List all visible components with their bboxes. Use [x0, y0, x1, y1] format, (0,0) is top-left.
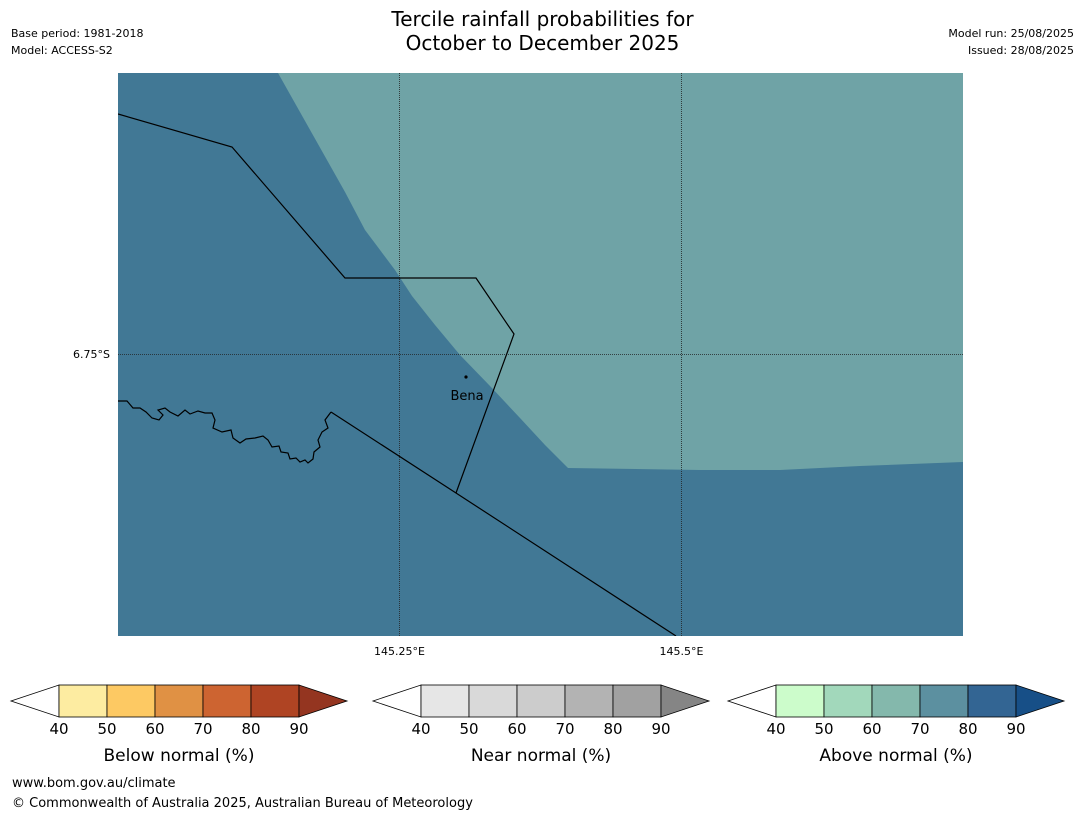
legend-tick-label: 70 — [193, 720, 212, 738]
legend-color-swatch — [106, 684, 156, 718]
model-text: Model: ACCESS-S2 — [11, 44, 113, 57]
legend-tick-label: 80 — [241, 720, 260, 738]
legend-tick-label: 40 — [411, 720, 430, 738]
legend-color-swatch — [202, 684, 252, 718]
model-run-text: Model run: 25/08/2025 — [948, 27, 1074, 40]
legend-color-swatch — [919, 684, 969, 718]
legend-tick-label: 70 — [555, 720, 574, 738]
legend-tick-label: 60 — [145, 720, 164, 738]
legend-right-arrow — [1015, 684, 1066, 718]
legend-color-swatch — [516, 684, 566, 718]
legend-right-arrow — [660, 684, 711, 718]
base-period-text: Base period: 1981-2018 — [11, 27, 144, 40]
legend-color-swatch — [871, 684, 921, 718]
legend-area: 40 50 60 70 80 90 Below normal (%) 40 50 60 70 80 9… — [9, 684, 1066, 766]
legend-color-swatch — [612, 684, 662, 718]
legend-color-swatch — [154, 684, 204, 718]
longitude-label-145-25: 145.25°E — [374, 645, 425, 658]
legend-color-swatch — [420, 684, 470, 718]
district-boundary — [118, 400, 332, 464]
place-label-bena: Bena — [450, 389, 483, 404]
footer-url[interactable]: www.bom.gov.au/climate — [12, 776, 176, 791]
probability-zone-low — [278, 73, 963, 470]
legend-tick-label: 40 — [49, 720, 68, 738]
legend-tick-label: 70 — [910, 720, 929, 738]
legend-left-arrow — [371, 684, 422, 718]
legend-tick-label: 80 — [958, 720, 977, 738]
header-left-meta: Base period: 1981-2018 Model: ACCESS-S2 — [11, 25, 143, 59]
latitude-label: 6.75°S — [73, 348, 110, 361]
legend-right-arrow — [298, 684, 349, 718]
near-normal-legend: 40 50 60 70 80 90 Near normal (%) — [371, 684, 711, 766]
header-right-meta: Model run: 25/08/2025 Issued: 28/08/2025 — [948, 25, 1074, 59]
legend-tick-label: 40 — [766, 720, 785, 738]
legend-color-swatch — [775, 684, 825, 718]
legend-color-swatch — [250, 684, 300, 718]
page-title: Tercile rainfall probabilities for Octob… — [0, 7, 1085, 55]
legend-title: Below normal (%) — [104, 746, 255, 766]
legend-color-swatch — [58, 684, 108, 718]
legend-tick-label: 50 — [814, 720, 833, 738]
legend-tick-label: 80 — [603, 720, 622, 738]
legend-left-arrow — [726, 684, 777, 718]
footer-copyright: © Commonwealth of Australia 2025, Austra… — [12, 796, 473, 811]
legend-tick-label: 60 — [862, 720, 881, 738]
above-normal-legend: 40 50 60 70 80 90 Above normal (%) — [726, 684, 1066, 766]
map-panel: Bena 6.75°S 145.25°E 145.5°E — [73, 73, 963, 658]
legend-color-swatch — [564, 684, 614, 718]
issued-text: Issued: 28/08/2025 — [967, 44, 1074, 57]
province-boundary — [118, 113, 515, 494]
legend-tick-label: 50 — [459, 720, 478, 738]
legend-color-swatch — [823, 684, 873, 718]
legend-color-swatch — [967, 684, 1017, 718]
legend-tick-label: 60 — [507, 720, 526, 738]
legend-tick-label: 90 — [289, 720, 308, 738]
legend-tick-label: 90 — [651, 720, 670, 738]
title-line-2: October to December 2025 — [405, 31, 680, 55]
legend-tick-label: 90 — [1006, 720, 1025, 738]
province-boundary-south — [330, 411, 677, 636]
legend-tick-label: 50 — [97, 720, 116, 738]
legend-title: Above normal (%) — [819, 746, 972, 766]
bena-town-marker — [464, 375, 468, 379]
legend-color-swatch — [468, 684, 518, 718]
below-normal-legend: 40 50 60 70 80 90 Below normal (%) — [9, 684, 349, 766]
longitude-label-145-5: 145.5°E — [660, 645, 704, 658]
title-line-1: Tercile rainfall probabilities for — [391, 7, 694, 31]
legend-title: Near normal (%) — [471, 746, 611, 766]
legend-left-arrow — [9, 684, 60, 718]
